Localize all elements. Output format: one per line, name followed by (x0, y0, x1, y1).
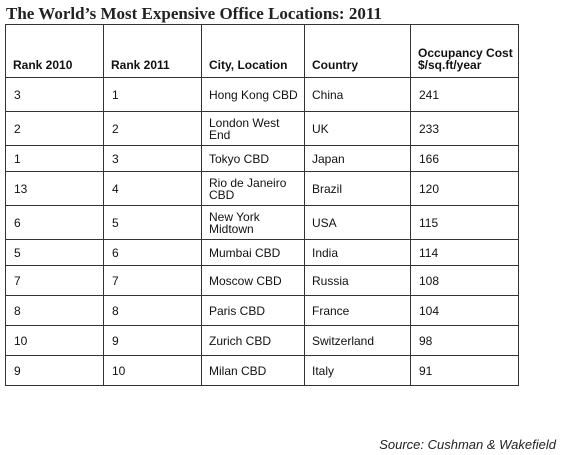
cell-rank-2011: 8 (103, 295, 202, 326)
cell-rank-2011: 10 (103, 355, 202, 386)
table-row: 9 10 Milan CBD Italy 91 (5, 355, 519, 386)
cell-rank-2010: 13 (5, 171, 104, 206)
cell-rank-2010: 9 (5, 355, 104, 386)
source-note: Source: Cushman & Wakefield (379, 437, 556, 452)
cell-occupancy-cost: 115 (410, 205, 519, 240)
cell-rank-2010: 1 (5, 145, 104, 172)
cell-occupancy-cost: 166 (410, 145, 519, 172)
cell-rank-2011: 9 (103, 325, 202, 356)
cell-city-location: Moscow CBD (201, 265, 305, 296)
cell-rank-2010: 8 (5, 295, 104, 326)
cell-city-location: Tokyo CBD (201, 145, 305, 172)
table-row: 5 6 Mumbai CBD India 114 (5, 239, 519, 266)
column-header-rank-2010: Rank 2010 (5, 24, 104, 78)
cell-city-location: Rio de Janeiro CBD (201, 171, 305, 206)
column-header-rank-2011: Rank 2011 (103, 24, 202, 78)
cell-country: UK (304, 111, 411, 146)
cell-city-location: Mumbai CBD (201, 239, 305, 266)
cell-country: USA (304, 205, 411, 240)
table-row: 2 2 London West End UK 233 (5, 111, 519, 146)
cell-rank-2011: 1 (103, 77, 202, 112)
cell-city-location: Milan CBD (201, 355, 305, 386)
cell-rank-2011: 6 (103, 239, 202, 266)
table-row: 13 4 Rio de Janeiro CBD Brazil 120 (5, 171, 519, 206)
cell-occupancy-cost: 241 (410, 77, 519, 112)
cell-country: China (304, 77, 411, 112)
cell-country: India (304, 239, 411, 266)
cell-country: Russia (304, 265, 411, 296)
table-row: 10 9 Zurich CBD Switzerland 98 (5, 325, 519, 356)
table-header-row: Rank 2010 Rank 2011 City, Location Count… (5, 24, 519, 78)
cell-occupancy-cost: 104 (410, 295, 519, 326)
cell-occupancy-cost: 114 (410, 239, 519, 266)
cell-rank-2010: 6 (5, 205, 104, 240)
table-row: 1 3 Tokyo CBD Japan 166 (5, 145, 519, 172)
cell-country: Japan (304, 145, 411, 172)
cell-country: France (304, 295, 411, 326)
cell-occupancy-cost: 120 (410, 171, 519, 206)
cell-rank-2011: 5 (103, 205, 202, 240)
cell-city-location: London West End (201, 111, 305, 146)
cell-occupancy-cost: 108 (410, 265, 519, 296)
cell-rank-2011: 7 (103, 265, 202, 296)
cell-rank-2010: 5 (5, 239, 104, 266)
page-title: The World’s Most Expensive Office Locati… (6, 4, 382, 23)
cell-rank-2010: 2 (5, 111, 104, 146)
cell-rank-2011: 2 (103, 111, 202, 146)
cell-occupancy-cost: 91 (410, 355, 519, 386)
column-header-city-location: City, Location (201, 24, 305, 78)
cell-occupancy-cost: 98 (410, 325, 519, 356)
column-header-country: Country (304, 24, 411, 78)
cell-city-location: Zurich CBD (201, 325, 305, 356)
table-row: 7 7 Moscow CBD Russia 108 (5, 265, 519, 296)
cell-country: Italy (304, 355, 411, 386)
data-table: Rank 2010 Rank 2011 City, Location Count… (5, 24, 519, 386)
cell-occupancy-cost: 233 (410, 111, 519, 146)
cell-city-location: Paris CBD (201, 295, 305, 326)
table-row: 6 5 New York Midtown USA 115 (5, 205, 519, 240)
cell-country: Brazil (304, 171, 411, 206)
table-row: 8 8 Paris CBD France 104 (5, 295, 519, 326)
table-row: 3 1 Hong Kong CBD China 241 (5, 77, 519, 112)
cell-country: Switzerland (304, 325, 411, 356)
cell-rank-2010: 10 (5, 325, 104, 356)
cell-rank-2011: 4 (103, 171, 202, 206)
cell-city-location: New York Midtown (201, 205, 305, 240)
cell-rank-2010: 7 (5, 265, 104, 296)
cell-city-location: Hong Kong CBD (201, 77, 305, 112)
column-header-occupancy-cost: Occupancy Cost $/sq.ft/year (410, 24, 519, 78)
cell-rank-2011: 3 (103, 145, 202, 172)
cell-rank-2010: 3 (5, 77, 104, 112)
